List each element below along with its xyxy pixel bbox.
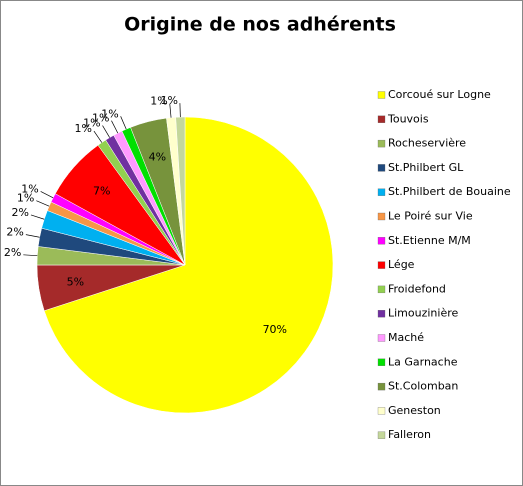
data-label: 4% — [149, 150, 166, 163]
data-label: 1% — [160, 94, 177, 107]
legend-label: St.Philbert GL — [388, 161, 464, 174]
legend-label: Lége — [388, 258, 415, 271]
legend-swatch — [377, 407, 386, 415]
legend-label: St.Etienne M/M — [388, 234, 471, 247]
chart-title: Origine de nos adhérents — [124, 14, 396, 36]
legend-swatch — [377, 212, 386, 221]
legend-swatch — [377, 139, 386, 148]
data-label: 7% — [93, 185, 110, 198]
legend-label: Falleron — [388, 428, 431, 441]
legend-swatch — [377, 382, 386, 391]
data-label: 2% — [4, 246, 21, 259]
data-label: 1% — [150, 95, 167, 108]
leader-line — [25, 234, 40, 238]
data-label: 1% — [21, 182, 38, 195]
legend-swatch — [377, 91, 386, 99]
legend-label: Geneston — [388, 404, 441, 417]
leader-line — [30, 214, 45, 220]
data-label: 1% — [74, 122, 91, 135]
legend-swatch — [377, 237, 386, 245]
data-label: 1% — [92, 112, 109, 125]
legend-label: Corcoué sur Logne — [388, 88, 491, 101]
leader-line — [40, 191, 54, 199]
legend-swatch — [377, 334, 386, 342]
legend-swatch — [377, 188, 386, 196]
pie-slice — [43, 116, 334, 414]
legend-label: Touvois — [387, 112, 429, 125]
leader-line — [93, 130, 103, 143]
legend-label: St.Philbert de Bouaine — [388, 185, 511, 198]
legend-label: St.Colomban — [388, 380, 458, 393]
leader-line — [36, 200, 50, 207]
legend-label: Rocheservière — [388, 137, 466, 150]
legend-label: Froidefond — [388, 282, 446, 295]
data-label: 2% — [6, 226, 23, 239]
legend-label: Le Poiré sur Vie — [388, 210, 473, 223]
leader-line — [120, 116, 127, 130]
leader-line — [102, 125, 110, 138]
data-label: 2% — [11, 206, 28, 219]
legend-swatch — [377, 164, 386, 172]
legend-label: La Garnache — [388, 355, 458, 368]
legend-swatch — [377, 358, 386, 366]
data-label: 1% — [17, 192, 34, 205]
legend-label: Maché — [388, 331, 424, 344]
leader-line — [111, 120, 119, 134]
data-label: 70% — [263, 323, 287, 336]
data-label: 1% — [83, 117, 100, 130]
leader-line — [23, 254, 38, 257]
data-label: 1% — [101, 107, 118, 120]
leader-line — [169, 103, 172, 118]
legend-label: Limouzinière — [388, 307, 459, 320]
legend-swatch — [377, 310, 386, 318]
legend-swatch — [377, 115, 386, 123]
legend-swatch — [377, 431, 386, 439]
legend-swatch — [377, 285, 386, 294]
legend-swatch — [377, 261, 386, 269]
data-label: 5% — [67, 275, 84, 288]
